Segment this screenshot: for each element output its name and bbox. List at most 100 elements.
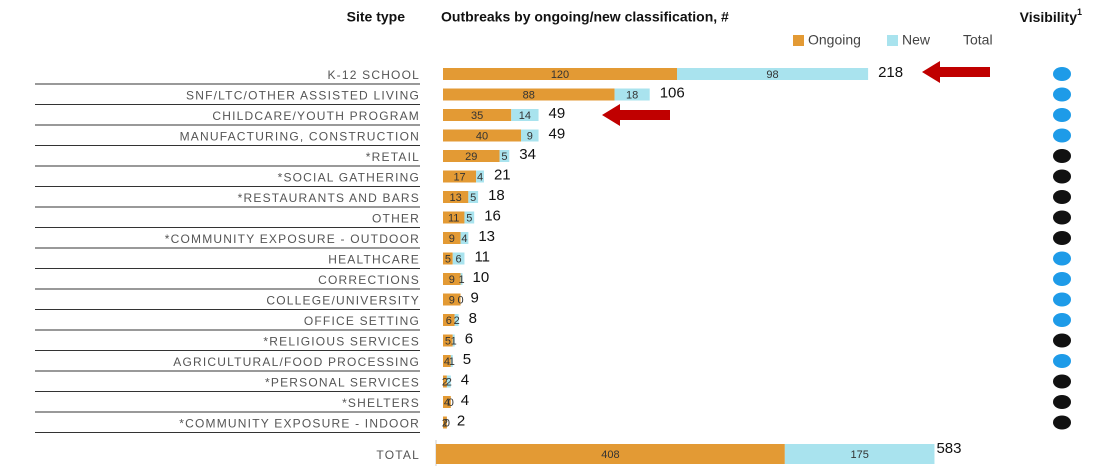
visibility-dot <box>1053 149 1071 163</box>
bar-segment <box>443 170 477 183</box>
total-label: 49 <box>549 105 566 122</box>
category-label: SNF/LTC/OTHER ASSISTED LIVING <box>186 89 420 103</box>
bar-segment <box>443 211 465 224</box>
category-label: *RETAIL <box>366 150 420 164</box>
bar-value-label: 6 <box>456 253 462 265</box>
bar-segment <box>443 232 461 244</box>
visibility-dot <box>1053 313 1071 327</box>
bar-segment <box>511 109 539 121</box>
visibility-dot <box>1053 67 1071 81</box>
total-label: 49 <box>549 125 566 142</box>
total-label: 11 <box>474 248 490 265</box>
bar-value-label: 2 <box>446 376 452 388</box>
bar-segment <box>443 375 447 388</box>
bar-segment <box>446 375 451 388</box>
bar-segment <box>443 273 461 285</box>
legend-total: Total <box>963 32 993 48</box>
bar-segment <box>468 191 479 203</box>
total-label: 4 <box>461 371 469 388</box>
bar-segment <box>452 252 465 265</box>
category-label: AGRICULTURAL/FOOD PROCESSING <box>173 355 420 369</box>
bar-value-label: 0 <box>448 397 454 409</box>
bar-segment <box>476 170 484 183</box>
bar-segment <box>443 396 451 408</box>
bar-value-label: 5 <box>445 335 451 347</box>
bar-segment <box>443 109 512 121</box>
bar-value-label: 2 <box>454 315 460 327</box>
bar-value-label: 1 <box>451 335 457 347</box>
category-label: MANUFACTURING, CONSTRUCTION <box>180 130 420 144</box>
bar-value-label: 9 <box>449 294 455 306</box>
legend-label: Ongoing <box>808 32 861 48</box>
bar-segment <box>452 334 455 347</box>
bar-segment <box>614 88 650 101</box>
bar-segment <box>454 314 459 326</box>
total-row-label: TOTAL <box>376 448 420 462</box>
category-label: *SOCIAL GATHERING <box>278 171 420 185</box>
category-label: *RELIGIOUS SERVICES <box>263 335 420 349</box>
legend-swatch <box>887 35 898 46</box>
total-bar-segment <box>436 444 785 464</box>
visibility-dot <box>1053 354 1071 368</box>
visibility-dot <box>1053 415 1071 430</box>
bar-segment <box>460 232 469 244</box>
total-label: 21 <box>494 166 511 183</box>
bar-value-label: 5 <box>445 253 451 265</box>
bar-value-label: 9 <box>449 233 455 245</box>
bar-value-label: 14 <box>519 110 531 122</box>
bar-value-label: 4 <box>444 356 450 368</box>
visibility-text: Visibility <box>1020 9 1078 25</box>
category-label: *COMMUNITY EXPOSURE - OUTDOOR <box>165 232 420 246</box>
visibility-dot <box>1053 231 1071 245</box>
total-label: 218 <box>878 64 903 81</box>
total-bar-segment <box>784 444 935 464</box>
bar-segment <box>443 129 521 142</box>
bar-value-label: 120 <box>551 69 569 81</box>
visibility-dot <box>1053 210 1071 225</box>
category-label: K-12 SCHOOL <box>327 68 420 82</box>
bar-segment <box>450 355 453 367</box>
bar-segment <box>443 252 453 265</box>
bar-segment <box>443 88 615 101</box>
visibility-dot <box>1053 190 1071 204</box>
bar-value-label: 1 <box>458 274 464 286</box>
bar-segment <box>521 129 539 142</box>
visibility-dot <box>1053 374 1071 389</box>
bar-segment <box>460 273 463 285</box>
visibility-dot <box>1053 128 1071 143</box>
chart-title: Outbreaks by ongoing/new classification,… <box>441 9 729 25</box>
visibility-dot <box>1053 169 1071 184</box>
total-label: 18 <box>488 187 505 204</box>
visibility-dot <box>1053 272 1071 286</box>
footnote: 1 <box>1077 7 1082 17</box>
total-bar-value-label: 408 <box>601 449 619 461</box>
bar-value-label: 4 <box>444 397 450 409</box>
bar-value-label: 0 <box>444 417 450 429</box>
bar-value-label: 17 <box>453 171 465 183</box>
visibility-header: Visibility1 <box>1020 7 1082 24</box>
total-label: 2 <box>457 412 465 429</box>
category-label: OTHER <box>372 212 420 226</box>
bar-value-label: 5 <box>501 151 507 163</box>
category-label: OFFICE SETTING <box>304 314 420 328</box>
category-label: CORRECTIONS <box>318 273 420 287</box>
visibility-dot <box>1053 87 1071 102</box>
total-label: 5 <box>463 351 471 368</box>
bar-value-label: 9 <box>527 130 533 142</box>
arrow <box>602 104 670 126</box>
legend-swatch <box>793 35 804 46</box>
bar-segment <box>499 150 510 162</box>
category-label: *RESTAURANTS AND BARS <box>238 191 420 205</box>
bar-segment <box>443 416 447 429</box>
category-header: Site type <box>347 9 406 25</box>
bar-value-label: 6 <box>446 315 452 327</box>
bar-value-label: 9 <box>449 274 455 286</box>
legend-label: New <box>902 32 931 48</box>
bar-value-label: 40 <box>476 130 488 142</box>
total-label: 10 <box>473 269 490 286</box>
bar-value-label: 13 <box>450 192 462 204</box>
total-label: 16 <box>484 207 501 224</box>
visibility-dot <box>1053 108 1071 122</box>
arrow <box>922 61 990 83</box>
